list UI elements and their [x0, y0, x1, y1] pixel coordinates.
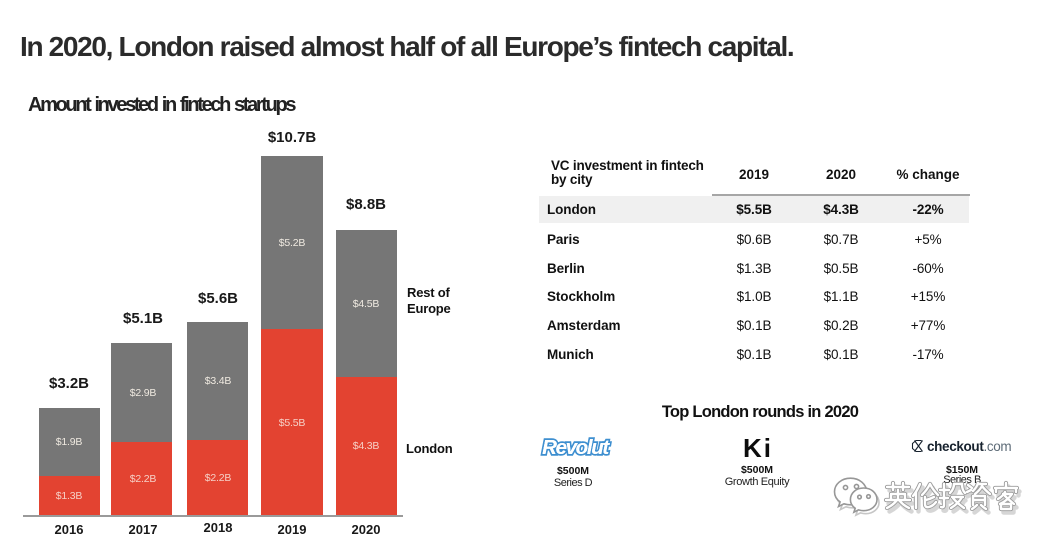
svg-text:Revolut: Revolut: [542, 436, 610, 459]
svg-text:Revolut: Revolut: [542, 436, 610, 459]
